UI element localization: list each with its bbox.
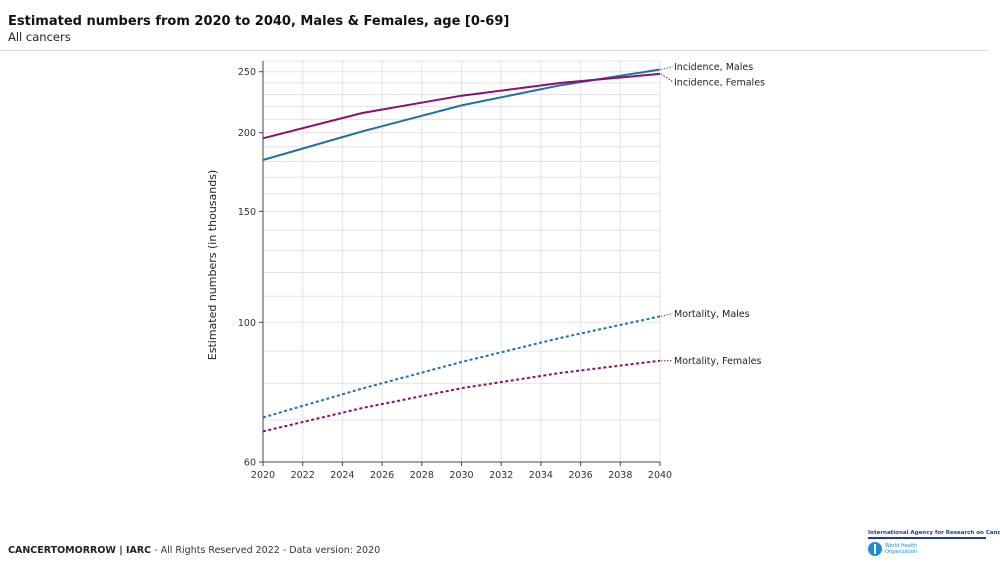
series-leader [660, 312, 674, 317]
series-label: Mortality, Females [674, 356, 761, 367]
footer-brand: CANCERTOMORROW | IARC [8, 545, 152, 556]
series-leader [660, 73, 674, 83]
who-logo: World Health Organization [868, 542, 988, 556]
series-lines [262, 68, 661, 433]
grid-lines [262, 60, 661, 463]
series-labels: Incidence, Males Incidence, Females Mortal… [660, 62, 765, 367]
axes: 60 100 150 200 250 2020 2022 2024 2026 2028 2030 20… [238, 61, 672, 481]
chart-title: Estimated numbers from 2020 to 2040, Mal… [8, 14, 510, 29]
x-tick-label: 2030 [449, 470, 473, 481]
series-label: Incidence, Females [674, 77, 765, 88]
x-tick-label: 2040 [648, 470, 672, 481]
series-line-mortality-females [262, 359, 661, 433]
logo-bar [868, 537, 986, 539]
x-tick-label: 2038 [608, 470, 632, 481]
footer: CANCERTOMORROW | IARC - All Rights Reser… [8, 545, 380, 556]
x-tick-label: 2022 [291, 470, 315, 481]
y-tick-label: 200 [238, 128, 256, 139]
x-tick-label: 2024 [330, 470, 354, 481]
series-label: Mortality, Males [674, 309, 750, 320]
y-tick-label: 250 [238, 67, 256, 78]
x-tick-label: 2034 [529, 470, 553, 481]
chart-subtitle: All cancers [8, 30, 71, 44]
iarc-who-logo: International Agency for Research on Can… [868, 530, 1000, 562]
x-tick-label: 2028 [410, 470, 434, 481]
who-logo-text: World Health Organization [885, 543, 918, 555]
header-divider [0, 50, 988, 51]
y-tick-label: 100 [238, 318, 256, 329]
series-line-mortality-males [262, 315, 661, 419]
x-tick-label: 2020 [251, 470, 275, 481]
series-line-incidence-females [262, 72, 661, 140]
x-tick-label: 2032 [489, 470, 513, 481]
iarc-logo-text: International Agency for Research on Can… [868, 530, 1000, 536]
series-leader [660, 66, 674, 71]
x-tick-label: 2036 [569, 470, 593, 481]
y-axis-label: Estimated numbers (in thousands) [206, 170, 219, 360]
chart-header: Estimated numbers from 2020 to 2040, Mal… [8, 14, 509, 44]
footer-rights: - All Rights Reserved 2022 - Data versio… [151, 545, 381, 556]
who-emblem-icon [868, 542, 882, 556]
x-tick-label: 2026 [370, 470, 394, 481]
series-label: Incidence, Males [674, 62, 753, 73]
y-tick-label: 60 [244, 458, 256, 469]
y-tick-label: 150 [238, 207, 256, 218]
